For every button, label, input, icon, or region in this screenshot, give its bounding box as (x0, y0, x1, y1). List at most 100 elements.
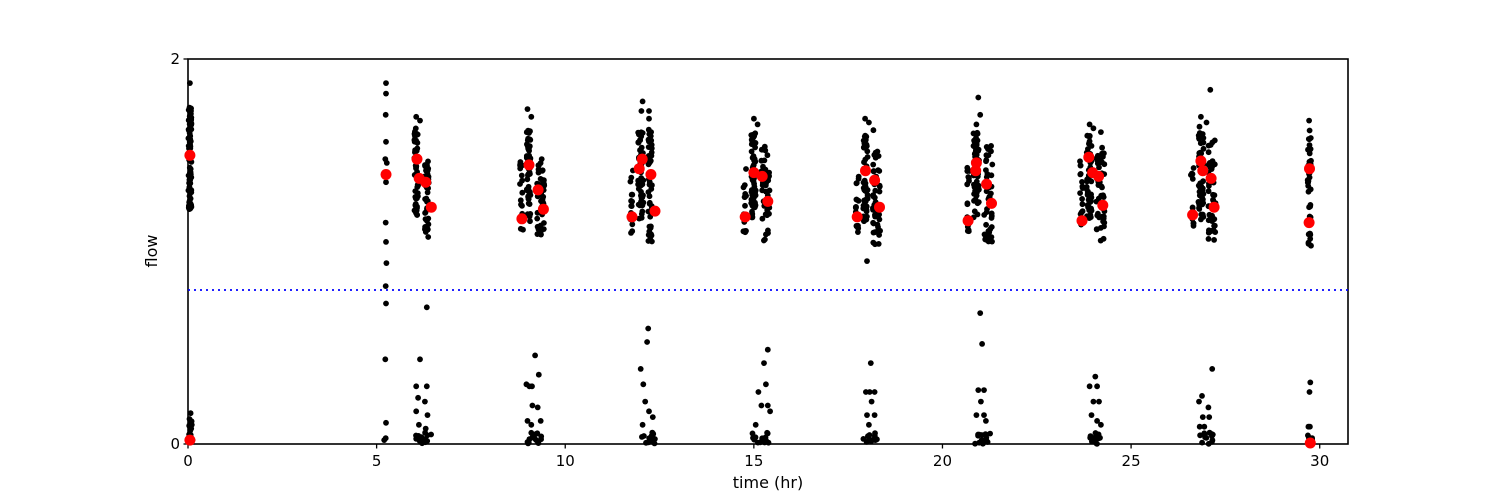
data-point (1100, 218, 1106, 225)
data-point (648, 231, 654, 238)
data-point (1196, 135, 1202, 141)
x-tick-label: 0 (183, 452, 193, 470)
data-point (1201, 430, 1208, 437)
cluster-center-point (1303, 217, 1315, 229)
data-point (423, 225, 430, 232)
data-point (1086, 138, 1093, 145)
cluster-center-point (1304, 163, 1315, 175)
data-point (519, 177, 525, 184)
data-point (1100, 235, 1107, 242)
cluster-center-point (1197, 165, 1209, 177)
data-point (876, 216, 883, 223)
data-point (1206, 414, 1213, 420)
cluster-center-point (645, 169, 657, 180)
data-point (523, 186, 530, 193)
data-point (639, 98, 646, 105)
data-point (1097, 434, 1103, 441)
data-point (423, 167, 429, 174)
data-point (766, 210, 772, 217)
data-point (971, 181, 977, 188)
data-point (413, 147, 420, 154)
data-point (627, 178, 634, 185)
data-point (1306, 389, 1313, 395)
data-point (635, 177, 642, 184)
data-point (981, 387, 987, 393)
data-point (423, 304, 430, 311)
cluster-center-point (1083, 151, 1095, 163)
data-point (538, 436, 544, 443)
data-point (1307, 423, 1313, 430)
data-point (382, 219, 389, 226)
data-point (629, 221, 636, 228)
data-point (748, 148, 755, 155)
data-point (974, 200, 981, 207)
data-point (1211, 237, 1217, 243)
data-point (761, 237, 767, 244)
data-point (1197, 140, 1204, 147)
data-point (870, 168, 877, 174)
data-point (417, 117, 423, 124)
data-point (643, 439, 649, 446)
cluster-center-point (986, 197, 997, 209)
data-point (975, 387, 982, 393)
data-point (1209, 218, 1215, 225)
data-point (413, 163, 420, 170)
data-point (981, 412, 987, 418)
data-point (867, 360, 874, 366)
data-point (1079, 201, 1086, 208)
data-point (534, 215, 541, 222)
data-point (875, 167, 881, 174)
data-point (766, 169, 772, 176)
data-point (383, 260, 390, 266)
data-point (519, 162, 525, 169)
data-point (526, 152, 532, 159)
data-point (989, 161, 996, 168)
x-axis-label: time (hr) (733, 473, 803, 492)
data-point (750, 140, 757, 147)
data-point (1210, 227, 1217, 234)
data-point (524, 418, 531, 424)
data-point (645, 325, 652, 332)
data-point (414, 190, 421, 197)
data-point (752, 187, 759, 194)
data-point (1095, 195, 1102, 202)
cluster-center-point (626, 211, 638, 223)
y-axis-label: flow (142, 235, 161, 268)
data-point (987, 430, 993, 437)
data-point (648, 432, 655, 439)
data-point (1199, 393, 1205, 399)
data-point (383, 419, 389, 426)
data-point (186, 126, 193, 133)
data-point (187, 410, 194, 417)
data-point (973, 140, 980, 147)
data-point (1205, 149, 1212, 156)
data-point (1307, 203, 1314, 210)
observation-points (185, 80, 1315, 447)
data-point (1092, 434, 1099, 440)
cluster-center-point (1208, 201, 1220, 213)
data-point (1096, 214, 1103, 221)
data-point (973, 148, 979, 154)
data-point (1079, 196, 1085, 202)
data-point (1088, 143, 1095, 149)
data-point (764, 152, 771, 159)
data-point (1206, 429, 1213, 436)
data-point (537, 160, 544, 167)
data-point (1094, 418, 1100, 424)
data-point (1086, 121, 1093, 128)
data-point (639, 421, 646, 428)
data-point (983, 437, 990, 443)
data-point (742, 191, 749, 197)
data-point (186, 197, 193, 204)
data-point (535, 371, 542, 378)
data-point (985, 152, 992, 159)
data-point (1305, 136, 1312, 142)
data-point (1198, 193, 1205, 200)
data-point (383, 90, 389, 97)
data-point (413, 383, 420, 390)
data-point (382, 356, 389, 363)
data-point (1077, 162, 1084, 169)
data-point (1088, 198, 1094, 204)
data-point (1086, 383, 1093, 390)
data-point (414, 205, 420, 211)
